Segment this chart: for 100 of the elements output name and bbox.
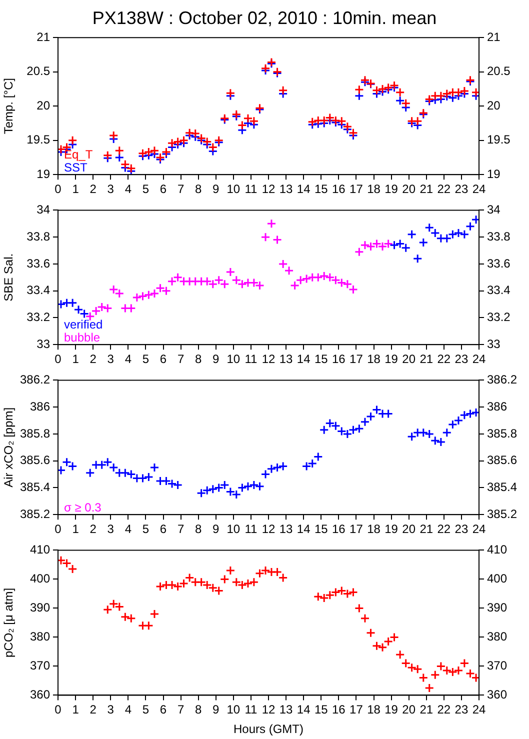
x-tick-label: 19	[384, 182, 398, 196]
y-tick-label: 385.8	[20, 426, 50, 440]
y2-tick-label: 19.5	[487, 132, 511, 147]
x-tick-label: 24	[472, 702, 486, 717]
y-tick-label: 33.2	[26, 310, 50, 324]
point	[313, 272, 323, 282]
y2-tick-label: 21	[487, 30, 501, 44]
x-tick-label: 20	[402, 352, 416, 366]
x-tick-label: 9	[212, 702, 220, 717]
y-tick-label: 33	[36, 336, 50, 351]
point	[390, 240, 400, 250]
x-tick-label: 2	[90, 352, 97, 366]
point	[448, 230, 458, 240]
x-tick-label: 3	[107, 702, 114, 717]
x-tick-label: 2	[90, 182, 97, 196]
x-tick-label: 14	[296, 182, 311, 196]
x-tick-label: 11	[244, 182, 258, 196]
x-tick-label: 9	[212, 182, 220, 196]
x-tick-label: 7	[177, 352, 184, 366]
point	[150, 288, 160, 298]
y2-tick-label: 370	[487, 658, 508, 673]
x-tick-label: 2	[90, 522, 97, 536]
point	[184, 276, 194, 286]
x-tick-label: 10	[226, 352, 240, 366]
y2-tick-label: 33.6	[487, 256, 511, 270]
y2-tick-label: 385.6	[487, 453, 518, 468]
x-tick-label: 1	[72, 522, 80, 536]
x-tick-label: 9	[212, 522, 220, 536]
x-tick-label: 16	[332, 522, 346, 536]
x-tick-label: 8	[194, 352, 202, 366]
y2-tick-label: 400	[487, 572, 508, 586]
x-tick-label: 24	[472, 352, 486, 366]
x-tick-label: 0	[54, 522, 62, 536]
x-axis-title: Hours (GMT)	[234, 722, 304, 736]
y-tick-label: 386.2	[20, 372, 50, 387]
x-tick-label: 22	[437, 522, 451, 536]
point	[418, 238, 428, 248]
y-tick-label: 385.4	[20, 480, 50, 494]
y-tick-label: 33.6	[26, 256, 50, 270]
x-tick-label: 10	[226, 702, 240, 717]
x-tick-label: 7	[177, 522, 184, 536]
x-tick-label: 13	[279, 352, 294, 366]
x-tick-label: 17	[350, 352, 364, 366]
x-tick-label: 0	[54, 702, 62, 717]
x-tick-label: 23	[454, 702, 468, 717]
x-tick-label: 19	[384, 352, 398, 366]
y2-tick-label: 19	[487, 166, 501, 181]
x-tick-label: 15	[314, 702, 328, 717]
x-tick-label: 23	[454, 522, 468, 536]
x-tick-label: 22	[437, 702, 451, 717]
x-tick-label: 18	[367, 702, 381, 717]
x-tick-label: 15	[314, 352, 328, 366]
y-axis-title: Temp. [°C]	[2, 78, 16, 134]
x-tick-label: 0	[54, 352, 62, 366]
y-axis-title: pCO₂ [μ atm]	[2, 588, 16, 658]
x-tick-label: 21	[420, 182, 434, 196]
x-tick-label: 24	[472, 522, 486, 536]
y-tick-label: 21	[36, 30, 50, 44]
x-tick-label: 3	[107, 352, 114, 366]
x-tick-label: 19	[384, 522, 398, 536]
y2-tick-label: 386.2	[487, 372, 518, 387]
x-tick-label: 6	[160, 522, 167, 536]
x-tick-label: 12	[262, 702, 276, 717]
x-tick-label: 17	[350, 182, 364, 196]
x-tick-label: 17	[350, 702, 364, 717]
x-tick-label: 24	[472, 182, 486, 196]
point	[138, 291, 148, 301]
y-tick-label: 360	[30, 688, 50, 702]
y2-tick-label: 360	[487, 688, 508, 702]
x-tick-label: 5	[142, 352, 150, 366]
y-tick-label: 34	[36, 202, 50, 217]
x-tick-label: 14	[296, 522, 311, 536]
y2-tick-label: 20.5	[487, 64, 511, 78]
x-tick-label: 13	[279, 182, 294, 196]
x-tick-label: 17	[350, 522, 364, 536]
y2-tick-label: 385.8	[487, 426, 518, 440]
y2-tick-label: 33.2	[487, 310, 511, 324]
y-tick-label: 385.6	[20, 453, 50, 468]
x-tick-label: 13	[279, 522, 294, 536]
annotation: σ ≥ 0.3	[64, 500, 102, 515]
x-tick-label: 21	[420, 702, 434, 717]
x-tick-label: 21	[420, 352, 434, 366]
y2-tick-label: 33	[487, 336, 501, 351]
x-tick-label: 1	[72, 182, 80, 196]
y2-tick-label: 385.4	[487, 480, 518, 494]
x-tick-label: 12	[262, 182, 276, 196]
x-tick-label: 18	[367, 522, 381, 536]
y2-tick-label: 33.8	[487, 229, 511, 244]
series-label: Eq_T	[64, 148, 94, 162]
x-tick-label: 6	[160, 702, 167, 717]
y2-tick-label: 386	[487, 399, 508, 414]
x-tick-label: 23	[454, 352, 468, 366]
x-tick-label: 9	[212, 352, 220, 366]
x-tick-label: 12	[262, 352, 276, 366]
y-axis-title: Air xCO₂ [ppm]	[2, 407, 16, 488]
series-label: verified	[64, 318, 103, 332]
x-tick-label: 5	[142, 702, 150, 717]
x-tick-label: 10	[226, 522, 240, 536]
y-tick-label: 386	[30, 399, 50, 414]
y-axis-title: SBE Sal.	[2, 253, 16, 302]
